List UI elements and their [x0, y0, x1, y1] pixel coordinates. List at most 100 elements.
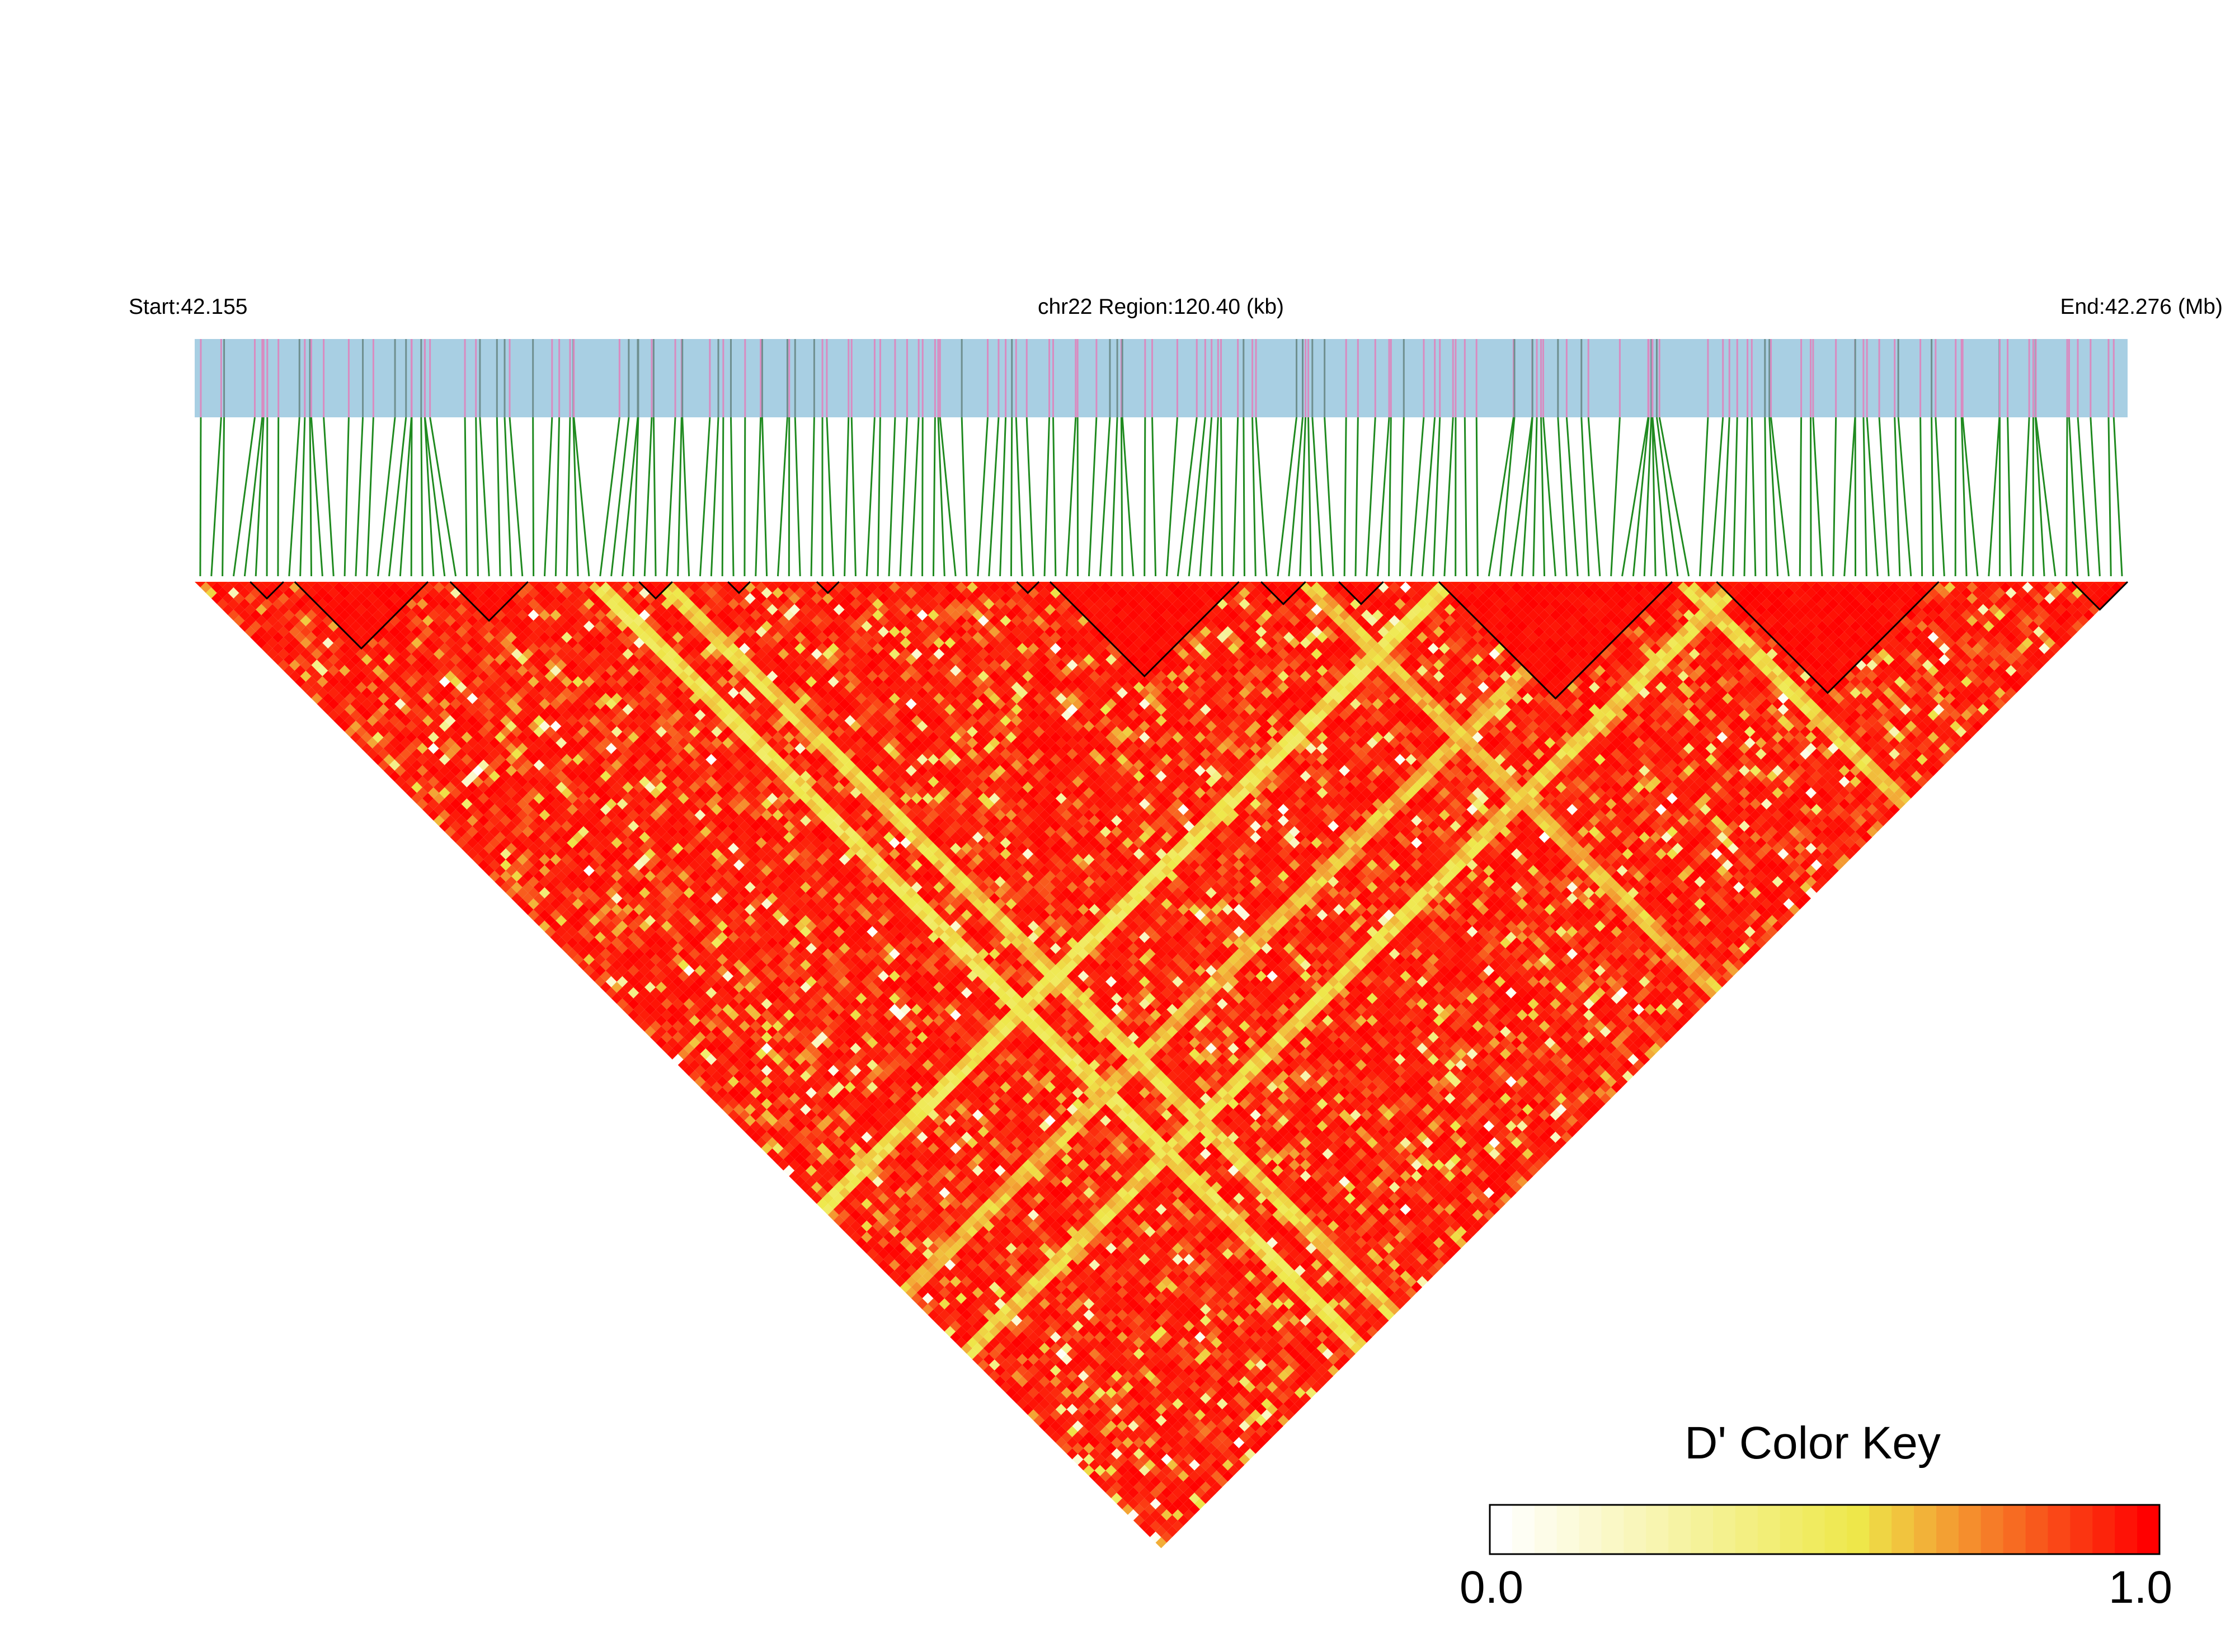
ld-cell: [406, 776, 417, 788]
ld-cell: [372, 732, 384, 743]
snp-connector: [255, 417, 265, 577]
ld-cell: [1050, 1420, 1061, 1432]
ld-cell: [961, 1331, 972, 1343]
ld-cell: [417, 776, 428, 788]
ld-cell: [345, 726, 356, 737]
snp-connector: [1488, 417, 1514, 577]
ld-cell: [1083, 1465, 1095, 1476]
ld-cell: [1127, 1487, 1139, 1499]
ld-cell: [505, 854, 517, 865]
snp-connector: [899, 417, 908, 577]
ld-cell: [478, 859, 490, 871]
ld-cell: [422, 804, 434, 815]
ld-cell: [1028, 1398, 1039, 1410]
ld-cell: [522, 892, 534, 904]
ld-cell: [394, 742, 406, 754]
ld-cell: [317, 665, 328, 676]
snp-connector: [1510, 417, 1533, 577]
ld-cell: [361, 721, 373, 732]
ld-cell: [816, 1187, 828, 1199]
snp-connector: [2112, 417, 2123, 577]
snp-connector: [755, 417, 762, 577]
ld-cell: [433, 804, 445, 815]
ld-cell: [450, 831, 462, 843]
snp-connector: [1443, 417, 1454, 577]
snp-connector: [1354, 417, 1359, 577]
ld-cell: [544, 903, 556, 915]
ld-cell: [1017, 1376, 1028, 1387]
snp-connector: [504, 417, 512, 577]
ld-cell: [1127, 1509, 1139, 1521]
ld-cell: [1072, 1453, 1084, 1465]
ld-cell: [589, 959, 600, 971]
ld-cell: [850, 1231, 862, 1243]
ld-cell: [317, 698, 328, 710]
ld-cell: [883, 1254, 895, 1265]
ld-cell: [761, 1131, 773, 1143]
ld-cell: [544, 915, 556, 926]
ld-cell: [1105, 1465, 1117, 1476]
ld-cell: [467, 848, 478, 860]
snp-connector: [1188, 417, 1206, 577]
ld-cell: [928, 1298, 939, 1310]
ld-cell: [311, 670, 323, 682]
ld-cell: [317, 676, 328, 688]
ld-cell: [378, 737, 389, 749]
snp-connector: [1243, 417, 1245, 577]
snp-connector: [652, 417, 657, 577]
snp-connector: [939, 417, 957, 577]
ld-cell: [827, 1198, 839, 1209]
ld-cell: [939, 1298, 951, 1310]
snp-connector: [961, 417, 968, 577]
snp-connector: [566, 417, 571, 577]
ld-cell: [561, 943, 573, 954]
ld-cell: [345, 693, 356, 704]
ld-cell: [1117, 1498, 1128, 1510]
ld-cell: [461, 809, 473, 821]
ld-cell: [378, 748, 389, 760]
snp-connector: [388, 417, 407, 577]
ld-cell: [383, 765, 395, 776]
snp-connector: [1610, 417, 1621, 577]
snp-connector: [1743, 417, 1749, 577]
snp-connector: [1732, 417, 1738, 577]
ld-cell: [406, 765, 417, 776]
snp-connector: [1421, 417, 1436, 577]
snp-connector: [1988, 417, 2001, 577]
snp-connector: [1366, 417, 1376, 577]
region-label: chr22 Region:120.40 (kb): [1038, 295, 1284, 319]
ld-cell: [550, 909, 562, 921]
snp-connector: [1110, 417, 1118, 577]
ld-cell: [972, 1343, 984, 1354]
ld-cell: [511, 870, 523, 882]
snp-connector: [1066, 417, 1077, 577]
ld-cell: [378, 759, 389, 771]
ld-cell: [611, 970, 623, 982]
ld-cell: [483, 865, 495, 877]
snp-connector: [643, 417, 653, 577]
ld-cell: [516, 887, 528, 898]
ld-cell: [333, 693, 345, 704]
ld-cell: [339, 709, 350, 721]
snp-connector: [666, 417, 676, 577]
snp-connector: [410, 417, 413, 577]
ld-cell: [366, 715, 378, 727]
ld-cell: [300, 681, 312, 693]
ld-cell: [683, 1065, 695, 1076]
ld-cell: [483, 843, 495, 854]
snp-connector: [2007, 417, 2012, 577]
ld-cell: [600, 981, 611, 993]
ld-cell: [1039, 1398, 1050, 1410]
ld-cell: [528, 898, 539, 910]
ld-cell: [455, 826, 467, 837]
snp-connector: [1177, 417, 1198, 577]
ld-cell: [450, 820, 462, 832]
ld-cell: [656, 1026, 667, 1038]
ld-cell: [550, 931, 562, 943]
ld-cell: [350, 709, 361, 721]
ld-cell: [644, 1015, 656, 1027]
ld-cell: [772, 1131, 784, 1143]
ld-cell: [450, 798, 462, 810]
ld-cell: [905, 1276, 917, 1287]
ld-cell: [1105, 1487, 1117, 1499]
